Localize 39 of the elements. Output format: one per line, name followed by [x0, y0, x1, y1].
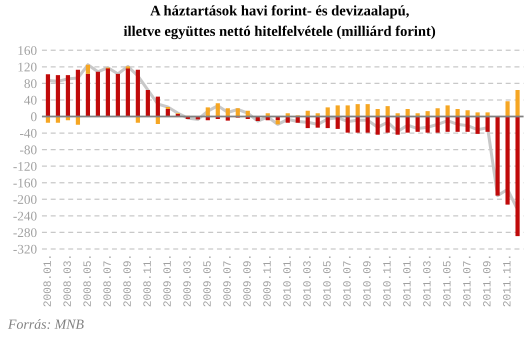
x-tick-label: 2008.07.: [103, 256, 111, 306]
x-tick-label: 2010.01.: [283, 256, 291, 306]
x-tick-label: 2009.09.: [243, 256, 251, 306]
y-tick-label: -120: [13, 162, 37, 171]
y-tick-label: 0: [30, 112, 37, 122]
x-tick-label: 2011.01.: [403, 256, 411, 306]
y-tick-label: 120: [18, 62, 37, 72]
x-tick-label: 2011.07.: [463, 256, 471, 306]
x-tick-label: 2011.03.: [423, 256, 431, 306]
y-tick-label: -40: [20, 128, 37, 138]
y-tick-label: 160: [18, 46, 37, 55]
y-tick-label: -80: [20, 145, 37, 154]
x-tick-label: 2008.01.: [43, 256, 51, 306]
y-tick-label: -240: [13, 212, 37, 221]
y-tick-label: -200: [13, 195, 37, 204]
x-tick-label: 2009.07.: [223, 256, 231, 306]
x-tick-label: 2010.05.: [323, 256, 331, 306]
y-tick-label: -160: [13, 178, 37, 188]
x-tick-label: 2009.03.: [183, 256, 191, 306]
x-tick-label: 2008.03.: [63, 256, 71, 306]
x-tick-label: 2010.11.: [383, 256, 391, 306]
chart-title: A háztartások havi forint- és devizaalapú, illetve együttes nettó hitelfelvétele (milliárd forint): [124, 5, 436, 40]
x-tick-label: 2010.09.: [363, 256, 371, 306]
x-tick-label: 2011.11.: [503, 256, 511, 306]
x-tick-label: 2011.09.: [483, 256, 491, 306]
text: Forrás: MNB: [8, 319, 84, 329]
x-tick-label: 2008.05.: [83, 256, 91, 306]
x-tick-label: 2011.05.: [443, 256, 451, 306]
y-tick-label: 80: [24, 79, 37, 88]
y-tick-label: -320: [13, 244, 37, 254]
x-tick-label: 2009.11.: [263, 256, 271, 306]
y-tick-label: 40: [24, 96, 37, 105]
x-tick-label: 2010.03.: [303, 256, 311, 306]
x-tick-label: 2008.09.: [123, 256, 131, 306]
x-tick-label: 2010.07.: [343, 256, 351, 306]
x-tick-label: 2008.11.: [143, 256, 151, 306]
x-tick-label: 2009.01.: [163, 256, 171, 306]
x-tick-label: 2009.05.: [203, 256, 211, 306]
y-tick-label: -280: [13, 228, 37, 238]
